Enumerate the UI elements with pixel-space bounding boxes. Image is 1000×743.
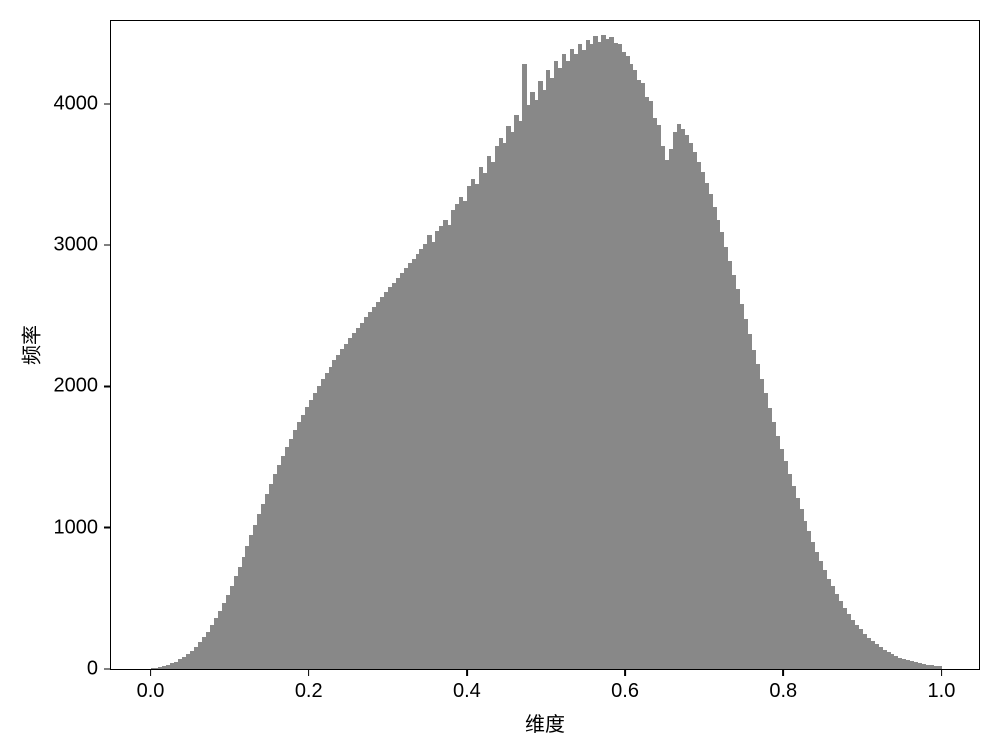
y-tick: 3000: [54, 234, 112, 257]
x-tick-label: 0.2: [295, 676, 323, 703]
y-tick-mark: [104, 103, 111, 105]
x-tick: 0.4: [453, 669, 481, 703]
x-tick: 0.2: [295, 669, 323, 703]
plot-area: 010002000300040000.00.20.40.60.81.0: [110, 20, 980, 670]
x-tick-label: 0.4: [453, 676, 481, 703]
x-tick-mark: [783, 669, 785, 676]
x-tick: 0.6: [611, 669, 639, 703]
x-axis-label: 维度: [525, 708, 565, 737]
histogram-chart: 010002000300040000.00.20.40.60.81.0 频率 维…: [0, 0, 1000, 743]
x-tick-mark: [308, 669, 310, 676]
x-tick-mark: [941, 669, 943, 676]
y-tick-label: 1000: [54, 516, 103, 539]
y-tick: 1000: [54, 516, 112, 539]
x-tick-mark: [466, 669, 468, 676]
x-tick: 1.0: [928, 669, 956, 703]
x-tick: 0.0: [137, 669, 165, 703]
y-tick-label: 4000: [54, 92, 103, 115]
y-tick: 0: [87, 658, 111, 681]
y-tick-label: 3000: [54, 234, 103, 257]
x-tick-label: 0.8: [769, 676, 797, 703]
y-tick-mark: [104, 527, 111, 529]
x-tick-label: 0.6: [611, 676, 639, 703]
x-tick-mark: [150, 669, 152, 676]
y-tick-mark: [104, 386, 111, 388]
y-tick-label: 0: [87, 658, 102, 681]
y-axis-label: 频率: [16, 325, 45, 365]
histogram-bars: [111, 21, 979, 669]
y-tick-mark: [104, 244, 111, 246]
x-tick-mark: [624, 669, 626, 676]
x-tick: 0.8: [769, 669, 797, 703]
y-tick: 4000: [54, 92, 112, 115]
x-tick-label: 0.0: [137, 676, 165, 703]
x-tick-label: 1.0: [928, 676, 956, 703]
y-tick: 2000: [54, 375, 112, 398]
y-tick-label: 2000: [54, 375, 103, 398]
y-tick-mark: [104, 668, 111, 670]
